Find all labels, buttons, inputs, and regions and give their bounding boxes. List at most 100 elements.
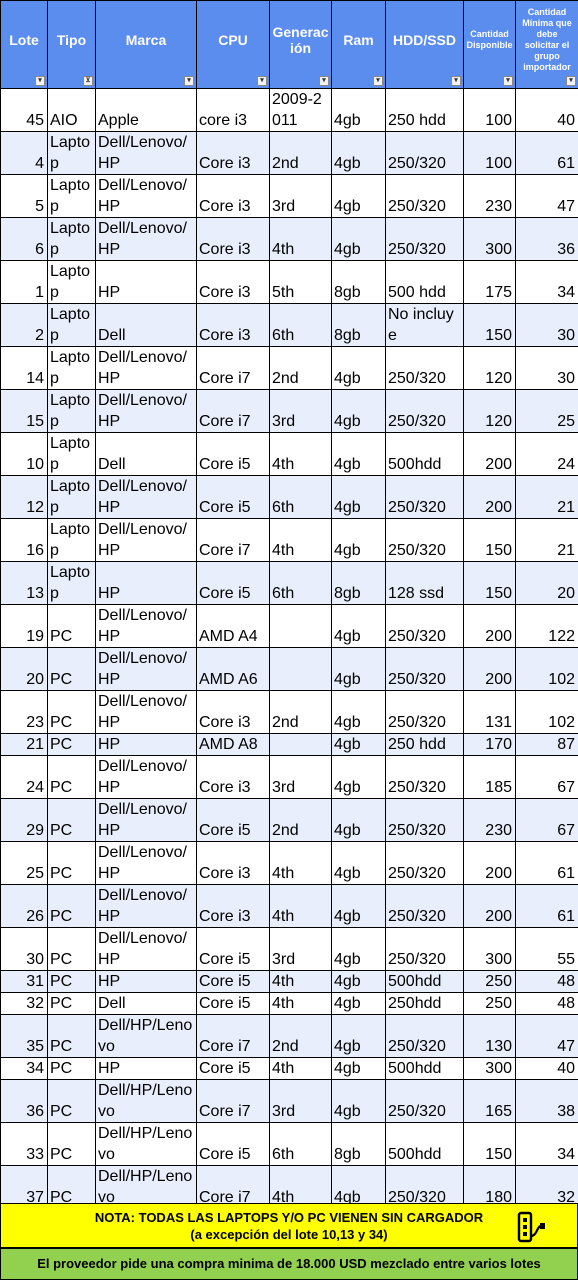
cell-tipo[interactable]: PC — [47, 798, 96, 842]
cell-ram[interactable]: 8gb — [331, 303, 386, 347]
cell-hdd-ssd[interactable]: 250/320 — [385, 475, 464, 519]
cell-cantidad-disponible[interactable]: 165 — [463, 1079, 516, 1123]
cell-marca[interactable]: HP — [95, 1057, 197, 1080]
cell-cantidad-disponible[interactable]: 150 — [463, 518, 516, 562]
cell-lote[interactable]: 14 — [0, 346, 48, 390]
filter-dropdown-icon[interactable]: ▾ — [319, 76, 329, 86]
cell-tipo[interactable]: PC — [47, 1014, 96, 1058]
cell-generacion[interactable]: 3rd — [269, 1079, 332, 1123]
cell-ram[interactable]: 4gb — [331, 346, 386, 390]
cell-marca[interactable]: Dell/Lenovo/HP — [95, 755, 197, 799]
cell-cpu[interactable]: AMD A6 — [196, 647, 270, 691]
cell-marca[interactable]: Dell/Lenovo/HP — [95, 841, 197, 885]
cell-marca[interactable]: HP — [95, 970, 197, 993]
cell-generacion[interactable]: 2nd — [269, 131, 332, 175]
cell-ram[interactable]: 4gb — [331, 518, 386, 562]
cell-hdd-ssd[interactable]: 250 hdd — [385, 88, 464, 132]
header-tipo[interactable]: Tipo ⊻ — [47, 0, 96, 89]
cell-hdd-ssd[interactable]: 250/320 — [385, 884, 464, 928]
cell-cantidad-disponible[interactable]: 250 — [463, 970, 516, 993]
filter-dropdown-icon[interactable]: ▾ — [373, 76, 383, 86]
cell-cantidad-minima[interactable]: 102 — [515, 690, 578, 734]
cell-ram[interactable]: 4gb — [331, 475, 386, 519]
cell-cantidad-minima[interactable]: 21 — [515, 518, 578, 562]
cell-marca[interactable]: Dell/Lenovo/HP — [95, 690, 197, 734]
table-row[interactable]: 32 PC Dell Core i5 4th 4gb 250hdd 250 48 — [0, 992, 578, 1015]
cell-cpu[interactable]: Core i3 — [196, 174, 270, 218]
cell-tipo[interactable]: PC — [47, 992, 96, 1015]
cell-hdd-ssd[interactable]: 500 hdd — [385, 260, 464, 304]
cell-generacion[interactable]: 5th — [269, 260, 332, 304]
cell-lote[interactable]: 24 — [0, 755, 48, 799]
cell-marca[interactable]: Dell/Lenovo/HP — [95, 389, 197, 433]
cell-ram[interactable]: 4gb — [331, 1014, 386, 1058]
cell-ram[interactable]: 4gb — [331, 432, 386, 476]
cell-cantidad-minima[interactable]: 55 — [515, 927, 578, 971]
cell-tipo[interactable]: Laptop — [47, 346, 96, 390]
cell-cpu[interactable]: Core i7 — [196, 346, 270, 390]
header-hdd-ssd[interactable]: HDD/SSD ▾ — [385, 0, 464, 89]
cell-cantidad-minima[interactable]: 61 — [515, 884, 578, 928]
cell-ram[interactable]: 4gb — [331, 1079, 386, 1123]
cell-tipo[interactable]: PC — [47, 1079, 96, 1123]
table-row[interactable]: 1 Laptop HP Core i3 5th 8gb 500 hdd 175 34 — [0, 260, 578, 304]
cell-generacion[interactable]: 4th — [269, 217, 332, 261]
cell-generacion[interactable]: 6th — [269, 303, 332, 347]
cell-tipo[interactable]: Laptop — [47, 389, 96, 433]
cell-cantidad-minima[interactable]: 61 — [515, 131, 578, 175]
cell-ram[interactable]: 8gb — [331, 561, 386, 605]
cell-marca[interactable]: Dell/Lenovo/HP — [95, 798, 197, 842]
cell-cantidad-minima[interactable]: 67 — [515, 798, 578, 842]
cell-cantidad-disponible[interactable]: 300 — [463, 1057, 516, 1080]
cell-lote[interactable]: 5 — [0, 174, 48, 218]
cell-cantidad-minima[interactable]: 21 — [515, 475, 578, 519]
cell-ram[interactable]: 4gb — [331, 970, 386, 993]
cell-tipo[interactable]: PC — [47, 970, 96, 993]
filter-dropdown-icon[interactable]: ▾ — [257, 76, 267, 86]
cell-cantidad-disponible[interactable]: 200 — [463, 475, 516, 519]
cell-cantidad-minima[interactable]: 36 — [515, 217, 578, 261]
cell-tipo[interactable]: PC — [47, 927, 96, 971]
cell-tipo[interactable]: PC — [47, 1122, 96, 1166]
cell-hdd-ssd[interactable]: 250/320 — [385, 755, 464, 799]
cell-cantidad-disponible[interactable]: 200 — [463, 841, 516, 885]
table-row[interactable]: 23 PC Dell/Lenovo/HP Core i3 2nd 4gb 250/320 13… — [0, 690, 578, 734]
cell-ram[interactable]: 4gb — [331, 1057, 386, 1080]
cell-cpu[interactable]: Core i5 — [196, 927, 270, 971]
cell-tipo[interactable]: Laptop — [47, 131, 96, 175]
cell-generacion[interactable]: 3rd — [269, 389, 332, 433]
cell-cpu[interactable]: Core i7 — [196, 389, 270, 433]
cell-cantidad-minima[interactable]: 30 — [515, 346, 578, 390]
filter-dropdown-icon[interactable]: ▾ — [184, 76, 194, 86]
cell-cpu[interactable]: Core i3 — [196, 841, 270, 885]
cell-generacion[interactable]: 2nd — [269, 690, 332, 734]
header-ram[interactable]: Ram ▾ — [331, 0, 386, 89]
table-row[interactable]: 29 PC Dell/Lenovo/HP Core i5 2nd 4gb 250/320 23… — [0, 798, 578, 842]
cell-ram[interactable]: 4gb — [331, 88, 386, 132]
cell-hdd-ssd[interactable]: 250/320 — [385, 798, 464, 842]
cell-lote[interactable]: 30 — [0, 927, 48, 971]
cell-cpu[interactable]: Core i3 — [196, 690, 270, 734]
cell-marca[interactable]: Dell/HP/Lenovo — [95, 1014, 197, 1058]
cell-generacion[interactable] — [269, 733, 332, 756]
table-row[interactable]: 33 PC Dell/HP/Lenovo Core i5 6th 8gb 500hdd 150… — [0, 1122, 578, 1166]
cell-cantidad-minima[interactable]: 32 — [515, 1165, 578, 1209]
cell-ram[interactable]: 4gb — [331, 927, 386, 971]
cell-marca[interactable]: Apple — [95, 88, 197, 132]
cell-generacion[interactable]: 6th — [269, 1122, 332, 1166]
cell-lote[interactable]: 33 — [0, 1122, 48, 1166]
filter-dropdown-icon[interactable]: ▾ — [451, 76, 461, 86]
cell-ram[interactable]: 8gb — [331, 1122, 386, 1166]
table-row[interactable]: 12 Laptop Dell/Lenovo/HP Core i5 6th 4gb 250/3… — [0, 475, 578, 519]
cell-cpu[interactable]: Core i7 — [196, 518, 270, 562]
cell-generacion[interactable]: 4th — [269, 970, 332, 993]
cell-marca[interactable]: Dell/Lenovo/HP — [95, 346, 197, 390]
cell-cantidad-minima[interactable]: 40 — [515, 88, 578, 132]
cell-cpu[interactable]: Core i3 — [196, 755, 270, 799]
cell-cpu[interactable]: Core i7 — [196, 1014, 270, 1058]
cell-cpu[interactable]: Core i5 — [196, 561, 270, 605]
header-cpu[interactable]: CPU ▾ — [196, 0, 270, 89]
cell-generacion[interactable] — [269, 604, 332, 648]
cell-cantidad-disponible[interactable]: 150 — [463, 303, 516, 347]
cell-cantidad-disponible[interactable]: 150 — [463, 561, 516, 605]
